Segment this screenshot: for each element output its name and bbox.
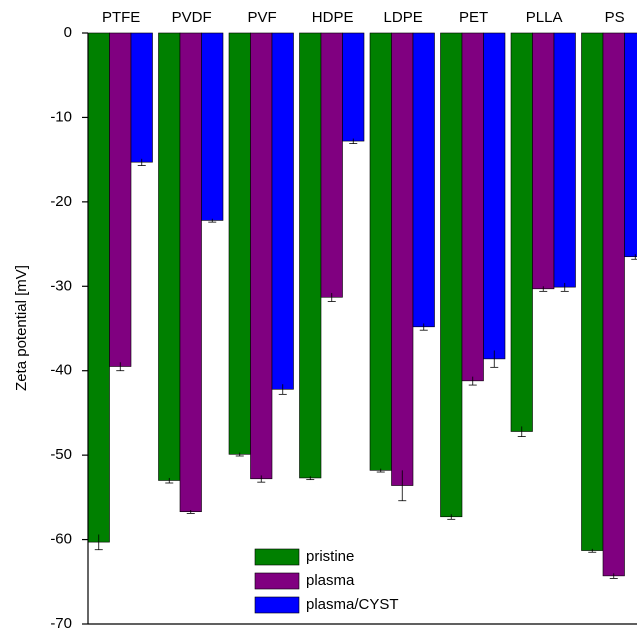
legend-swatch bbox=[254, 572, 300, 590]
x-tick-label: PVDF bbox=[172, 9, 212, 26]
error-bar bbox=[631, 254, 637, 260]
error-bar bbox=[447, 514, 456, 520]
x-tick-label: PLLA bbox=[526, 9, 563, 26]
error-bar bbox=[560, 282, 569, 292]
plot-area bbox=[88, 32, 637, 579]
error-bar bbox=[165, 477, 174, 484]
y-tick-label: -10 bbox=[50, 108, 72, 125]
error-bar bbox=[257, 475, 266, 483]
y-tick-label: -50 bbox=[50, 446, 72, 463]
bar bbox=[158, 32, 181, 481]
bar bbox=[228, 32, 251, 455]
bar bbox=[179, 32, 202, 513]
error-bar bbox=[208, 218, 217, 223]
y-tick-label: -30 bbox=[50, 277, 72, 294]
error-bar bbox=[327, 293, 336, 302]
bar bbox=[88, 32, 110, 543]
x-tick-label: HDPE bbox=[312, 9, 354, 26]
legend-swatch bbox=[254, 596, 300, 614]
bar bbox=[299, 32, 322, 479]
x-tick-label: PVF bbox=[248, 9, 277, 26]
bar bbox=[342, 32, 365, 142]
error-bar bbox=[137, 158, 146, 166]
error-bar bbox=[116, 362, 125, 372]
bar bbox=[412, 32, 435, 328]
error-bar bbox=[490, 350, 499, 368]
x-tick-label: PTFE bbox=[102, 9, 140, 26]
legend-label: plasma/CYST bbox=[306, 596, 399, 613]
error-bar bbox=[419, 323, 428, 331]
bar bbox=[602, 32, 625, 577]
bar bbox=[320, 32, 343, 298]
legend-label: pristine bbox=[306, 548, 354, 565]
y-tick-label: -60 bbox=[50, 531, 72, 548]
bar bbox=[271, 32, 294, 390]
bar bbox=[130, 32, 153, 163]
bar bbox=[461, 32, 484, 382]
error-bar bbox=[278, 384, 287, 395]
y-tick-label: 0 bbox=[64, 24, 72, 41]
bar bbox=[624, 32, 637, 258]
error-bar bbox=[588, 548, 597, 553]
bar bbox=[581, 32, 604, 551]
error-bar bbox=[376, 468, 385, 473]
legend-swatch bbox=[254, 548, 300, 566]
y-tick-label: -40 bbox=[50, 362, 72, 379]
error-bar bbox=[517, 426, 526, 437]
error-bar bbox=[235, 452, 244, 457]
y-tick-label: -20 bbox=[50, 193, 72, 210]
bar bbox=[250, 32, 273, 480]
bar bbox=[201, 32, 224, 221]
legend-label: plasma bbox=[306, 572, 355, 589]
error-bar bbox=[306, 476, 315, 481]
bar bbox=[532, 32, 555, 290]
bar bbox=[510, 32, 533, 432]
bar bbox=[553, 32, 576, 288]
bar bbox=[483, 32, 506, 360]
error-bar bbox=[398, 470, 407, 502]
bar bbox=[391, 32, 414, 486]
error-bar bbox=[94, 534, 103, 551]
error-bar bbox=[349, 138, 358, 145]
y-tick-label: -70 bbox=[50, 615, 72, 632]
bar bbox=[369, 32, 392, 471]
y-axis-label: Zeta potential [mV] bbox=[13, 265, 30, 391]
bar bbox=[440, 32, 463, 518]
x-tick-label: PET bbox=[459, 9, 488, 26]
error-bar bbox=[468, 376, 477, 386]
error-bar bbox=[539, 286, 548, 292]
x-tick-label: LDPE bbox=[384, 9, 423, 26]
bar bbox=[109, 32, 132, 367]
error-bar bbox=[609, 573, 618, 579]
error-bar bbox=[186, 510, 195, 514]
x-tick-label: PS bbox=[605, 9, 625, 26]
